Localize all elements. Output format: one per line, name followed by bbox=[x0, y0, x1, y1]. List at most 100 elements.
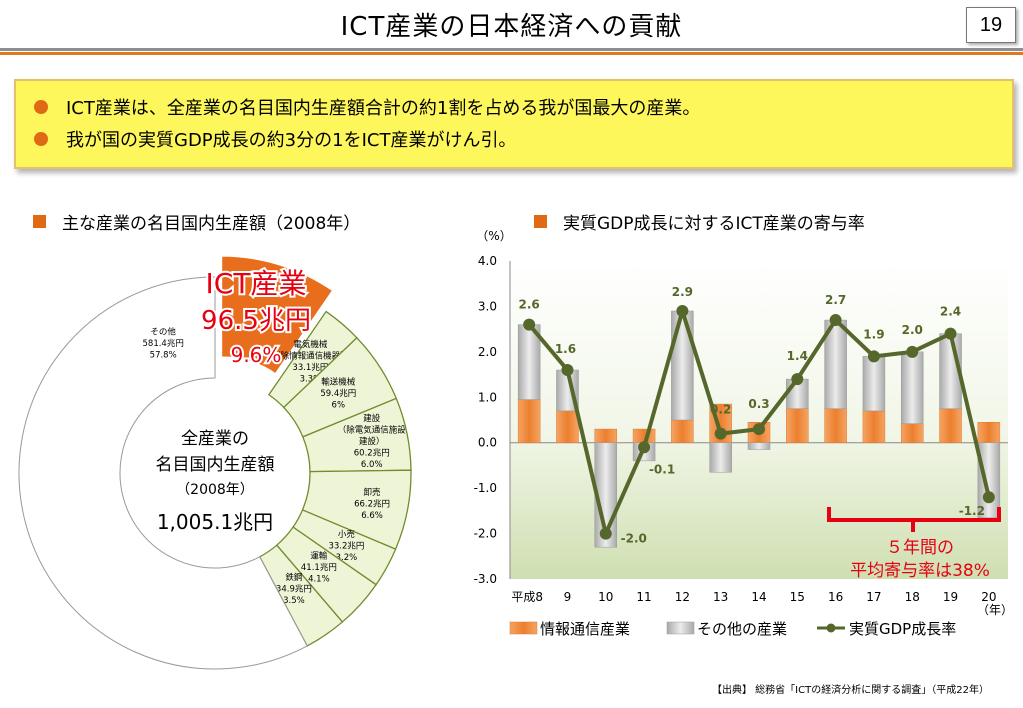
title-divider-accent bbox=[0, 52, 1023, 55]
ict-bar bbox=[671, 419, 694, 443]
x-tick-label: 20 bbox=[981, 590, 996, 604]
other-bar bbox=[862, 356, 886, 412]
legend-ict-label: 情報通信産業 bbox=[540, 620, 630, 638]
ict-bar bbox=[594, 428, 618, 443]
x-tick-label: 12 bbox=[675, 590, 690, 604]
growth-rate-point bbox=[791, 373, 804, 386]
y-tick-label: 3.0 bbox=[478, 299, 497, 313]
legend-growth-marker bbox=[826, 623, 836, 633]
growth-rate-label: 1.4 bbox=[787, 349, 808, 363]
other-bar bbox=[709, 442, 732, 473]
x-tick-label: 9 bbox=[564, 590, 572, 604]
y-tick-label: 0.0 bbox=[478, 436, 497, 450]
right-chart-heading-text: 実質GDP成長に対するICT産業の寄与率 bbox=[563, 214, 865, 234]
growth-rate-label: 2.4 bbox=[940, 305, 961, 319]
donut-slice-label: 運輸 41.1兆円 4.1% bbox=[301, 550, 337, 584]
ict-bar bbox=[900, 423, 924, 443]
legend-other-swatch bbox=[666, 621, 695, 635]
growth-rate-label: 2.7 bbox=[825, 293, 846, 307]
y-tick-label: -3.0 bbox=[474, 572, 497, 586]
legend-growth-label: 実質GDP成長率 bbox=[849, 620, 956, 638]
y-tick-label: 2.0 bbox=[478, 345, 497, 359]
y-tick-label: -1.0 bbox=[474, 481, 497, 495]
y-tick-label: -2.0 bbox=[474, 527, 497, 541]
bullet-icon bbox=[34, 100, 48, 114]
growth-rate-label: 0.3 bbox=[748, 397, 769, 411]
donut-center-labels: 全産業の 名目国内生産額 （2008年） 1,005.1兆円 bbox=[156, 429, 275, 534]
y-axis-unit: （%） bbox=[476, 229, 511, 243]
donut-slice-label: 小売 33.2兆円 3.2% bbox=[328, 529, 364, 563]
x-tick-label: 14 bbox=[751, 590, 766, 604]
y-tick-label: 4.0 bbox=[478, 254, 497, 268]
growth-rate-point bbox=[676, 304, 689, 317]
y-tick-label: 1.0 bbox=[478, 390, 497, 404]
plot-area bbox=[510, 261, 1008, 579]
ict-bar bbox=[939, 408, 962, 443]
growth-rate-label: 0.2 bbox=[710, 403, 731, 417]
growth-rate-point bbox=[753, 423, 765, 436]
center-label-line2: 名目国内生産額 bbox=[156, 455, 275, 475]
x-tick-label: 平成8 bbox=[511, 590, 543, 604]
growth-rate-point bbox=[638, 441, 651, 454]
growth-rate-label: 2.6 bbox=[519, 298, 540, 312]
ict-bar bbox=[556, 410, 579, 443]
growth-rate-point bbox=[829, 314, 842, 327]
summary-box: ICT産業は、全産業の名目国内生産額合計の約1割を占める我が国最大の産業。 我が… bbox=[14, 79, 1014, 169]
square-bullet-icon bbox=[33, 215, 46, 228]
average-callout: ５年間の 平均寄与率は38% bbox=[827, 507, 1001, 581]
x-tick-label: 11 bbox=[636, 590, 651, 604]
ict-highlight: ICT産業 96.5兆円 9.6% bbox=[199, 265, 313, 369]
slide-title: ICT産業の日本経済への貢献 bbox=[340, 12, 683, 42]
growth-rate-point bbox=[561, 364, 574, 377]
donut-slice-label: 建設（除電気通信施設建設） 60.2兆円 6.0% bbox=[338, 413, 407, 470]
donut-slice bbox=[18, 276, 308, 670]
x-tick-label: 18 bbox=[905, 590, 920, 604]
growth-rate-point bbox=[906, 345, 919, 358]
x-tick-label: 19 bbox=[943, 590, 958, 604]
growth-rate-point bbox=[867, 350, 880, 363]
callout-line1: ５年間の bbox=[886, 538, 954, 558]
summary-text-1: ICT産業は、全産業の名目国内生産額合計の約1割を占める我が国最大の産業。 bbox=[66, 98, 701, 119]
ict-bar bbox=[824, 408, 847, 443]
growth-rate-label: 1.6 bbox=[555, 342, 576, 356]
x-axis-unit: （年） bbox=[977, 603, 1013, 617]
bullet-icon bbox=[34, 132, 48, 146]
ict-bar bbox=[517, 399, 541, 443]
growth-rate-label: 2.9 bbox=[672, 285, 693, 299]
ict-bar bbox=[862, 410, 886, 443]
growth-rate-label: -1.2 bbox=[959, 504, 985, 518]
callout-line2: 平均寄与率は38% bbox=[850, 561, 990, 581]
x-tick-label: 10 bbox=[598, 590, 613, 604]
donut-slice-label: 電気機械（除情報通信機器） 33.1兆円 3.3% bbox=[272, 339, 349, 385]
square-bullet-icon bbox=[534, 215, 547, 228]
ict-highlight-name: ICT産業 bbox=[206, 267, 307, 300]
donut-slice-label: 輸送機械 59.4兆円 6% bbox=[320, 376, 356, 410]
ict-highlight-value: 96.5兆円 bbox=[201, 306, 311, 336]
title-divider bbox=[0, 48, 1023, 51]
ict-highlight-percent: 9.6% bbox=[231, 343, 282, 367]
source-note: 【出典】 総務省「ICTの経済分析に関する調査」（平成22年） bbox=[712, 685, 989, 696]
center-label-line1: 全産業の bbox=[181, 429, 249, 449]
summary-text-2: 我が国の実質GDP成長の約3分の1をICT産業がけん引。 bbox=[66, 130, 517, 151]
growth-rate-point bbox=[599, 527, 612, 540]
growth-rate-point bbox=[944, 327, 957, 340]
left-chart-heading-text: 主な産業の名目国内生産額（2008年） bbox=[62, 214, 361, 234]
other-bar bbox=[671, 310, 694, 421]
right-chart-heading: 実質GDP成長に対するICT産業の寄与率 bbox=[534, 209, 865, 234]
growth-rate-point bbox=[714, 427, 727, 440]
legend-ict-swatch bbox=[509, 621, 538, 635]
donut-slice-label: その他 581.4兆円 57.8% bbox=[143, 326, 184, 360]
growth-rate-point bbox=[523, 318, 536, 331]
bar-chart: 4.0 3.0 2.0 1.0 0.0 -1.0 -2.0 -3.0 平成8 9 10 11 12 13 1… bbox=[474, 254, 1008, 604]
ict-bar bbox=[786, 408, 809, 443]
growth-rate-label: 2.0 bbox=[902, 323, 923, 337]
x-tick-label: 15 bbox=[790, 590, 805, 604]
other-bar bbox=[747, 442, 771, 450]
x-tick-label: 13 bbox=[713, 590, 728, 604]
summary-point-2: 我が国の実質GDP成長の約3分の1をICT産業がけん引。 bbox=[34, 125, 516, 153]
legend-other-label: その他の産業 bbox=[697, 620, 787, 638]
growth-rate-label: -2.0 bbox=[621, 532, 647, 546]
donut-slice bbox=[220, 255, 334, 375]
other-bar bbox=[900, 351, 924, 424]
